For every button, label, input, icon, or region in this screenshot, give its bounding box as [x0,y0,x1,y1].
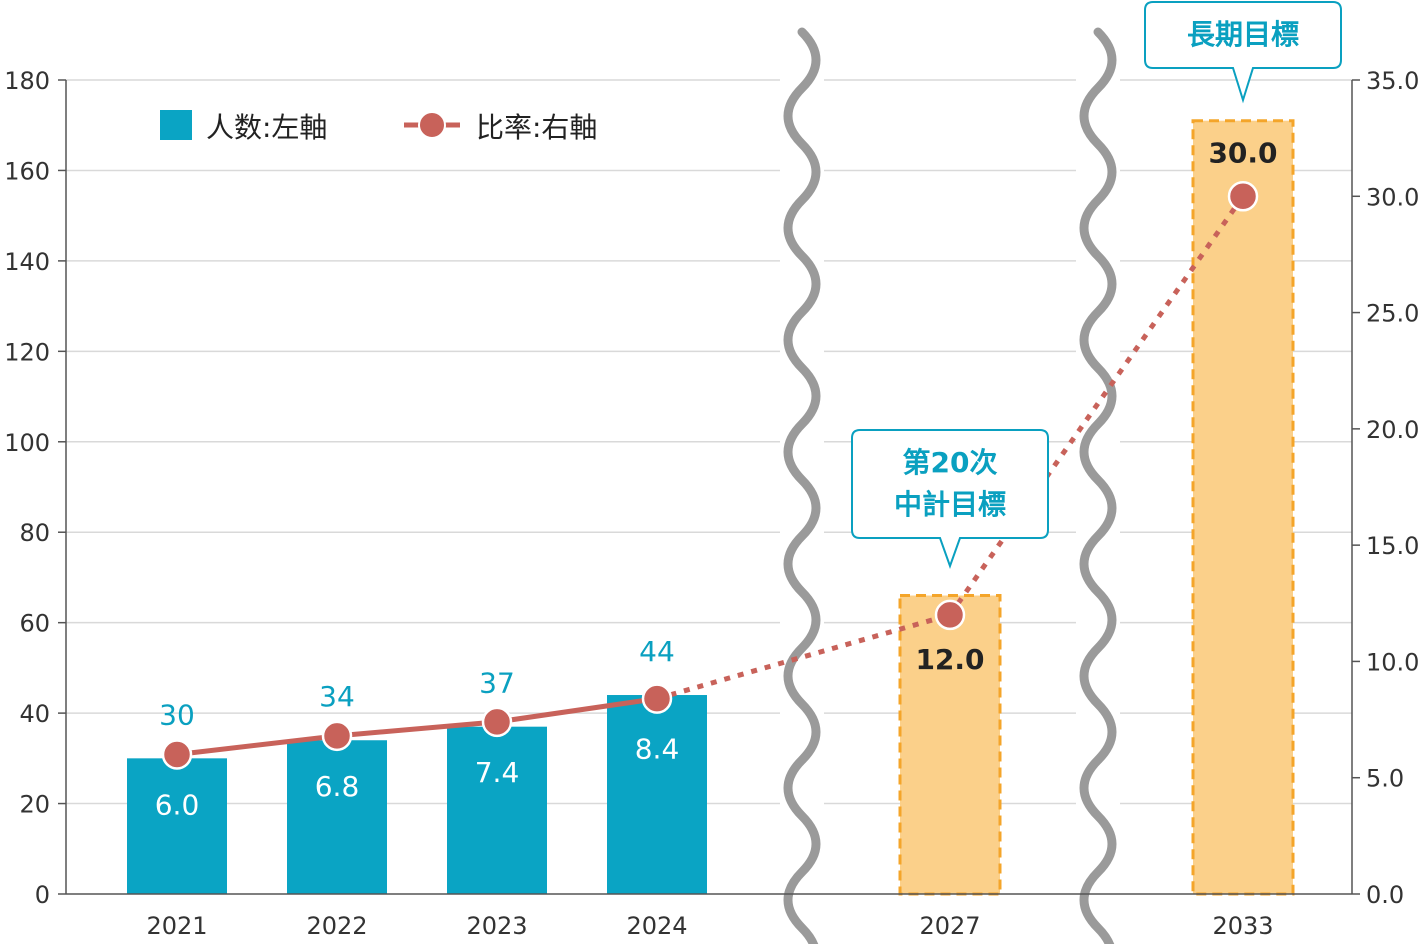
target-bar-2033 [1191,119,1295,896]
ratio-value-label-2023: 7.4 [475,756,520,789]
bar-value-label-2024: 44 [639,635,675,668]
axes: 0 20 40 60 80 100 120 140 160 180 0.0 5.0 10.0 15.0 20… [4,67,1419,940]
right-tick-label: 10.0 [1366,648,1419,676]
ratio-value-label-2022: 6.8 [315,770,360,803]
bar-2022 [287,740,387,894]
right-tick-label: 25.0 [1366,300,1419,328]
bar-2024 [607,695,707,894]
legend-label-ratio: 比率:右軸 [476,111,597,144]
right-tick-label: 35.0 [1366,67,1419,95]
axis-break-2 [1079,27,1117,944]
callout-long-term-bubble [1144,1,1342,104]
bar-2021 [127,758,227,894]
ratio-value-label-2021: 6.0 [155,788,200,821]
x-tick-label-2023: 2023 [466,912,527,940]
left-tick-label: 0 [35,881,50,909]
x-tick-label-2024: 2024 [626,912,687,940]
legend-swatch-bars [160,110,192,140]
x-tick-label-2021: 2021 [146,912,207,940]
right-tick-label: 15.0 [1366,532,1419,560]
gridlines [66,79,1352,805]
bar-value-label-2021: 30 [159,698,195,731]
ratio-point-2021 [161,739,193,770]
legend: 人数:左軸 比率:右軸 [160,110,597,144]
ratio-point-2022 [321,720,353,752]
bar-2023 [447,726,547,894]
x-tick-label-2027: 2027 [919,912,980,940]
callout-long-term: 長期目標 [1144,1,1342,104]
left-tick-label: 160 [4,157,50,185]
ratio-value-label-2027: 12.0 [915,643,984,676]
ratio-segment [496,696,658,725]
callout-long-term-line: 長期目標 [1187,18,1299,51]
ratio-point-2033 [1227,181,1259,212]
ratio-value-label-2024: 8.4 [635,733,680,766]
callout-mid-term-line: 第20次 [903,446,998,479]
ratio-point-2024 [641,683,673,714]
ratio-point-2023 [481,706,513,738]
callout-mid-term-bubble [851,429,1049,569]
x-tick-label-2022: 2022 [306,912,367,940]
x-tick-label-2033: 2033 [1212,912,1273,940]
left-tick-label: 100 [4,429,50,457]
left-tick-label: 40 [19,700,50,728]
ratio-segment [947,194,1246,617]
left-tick-label: 60 [19,610,50,638]
legend-marker-ratio [418,111,446,139]
right-tick-label: 20.0 [1366,416,1419,444]
ratio-line [161,181,1259,770]
left-tick-label: 180 [4,67,50,95]
data-labels: 30 34 37 44 6.0 6.8 7.4 8.4 12.0 30.0 [155,136,1278,821]
right-tick-label: 30.0 [1366,183,1419,211]
right-tick-label: 0.0 [1366,881,1404,909]
axis-break-1 [783,27,821,944]
ratio-segment [656,612,951,702]
left-tick-label: 140 [4,248,50,276]
left-tick-label: 80 [19,519,50,547]
right-tick-label: 5.0 [1366,765,1404,793]
ratio-segment [336,719,498,739]
ratio-point-2027 [934,599,966,631]
bar-value-label-2022: 34 [319,680,355,713]
callout-mid-term-line: 中計目標 [894,488,1006,521]
bar-value-label-2023: 37 [479,667,515,700]
left-tick-label: 120 [4,338,50,366]
ratio-segment [176,733,338,757]
axis-breaks [780,27,1120,944]
left-tick-label: 20 [19,791,50,819]
legend-label-bars: 人数:左軸 [206,111,327,144]
ratio-value-label-2033: 30.0 [1208,136,1277,169]
target-bar-2027 [898,594,1002,896]
bars [127,119,1295,896]
